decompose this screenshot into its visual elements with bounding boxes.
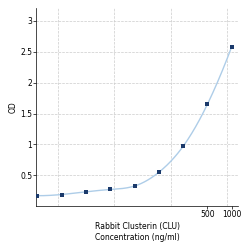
X-axis label: Rabbit Clusterin (CLU)
Concentration (ng/ml): Rabbit Clusterin (CLU) Concentration (ng… (95, 222, 180, 242)
Y-axis label: OD: OD (8, 102, 17, 113)
